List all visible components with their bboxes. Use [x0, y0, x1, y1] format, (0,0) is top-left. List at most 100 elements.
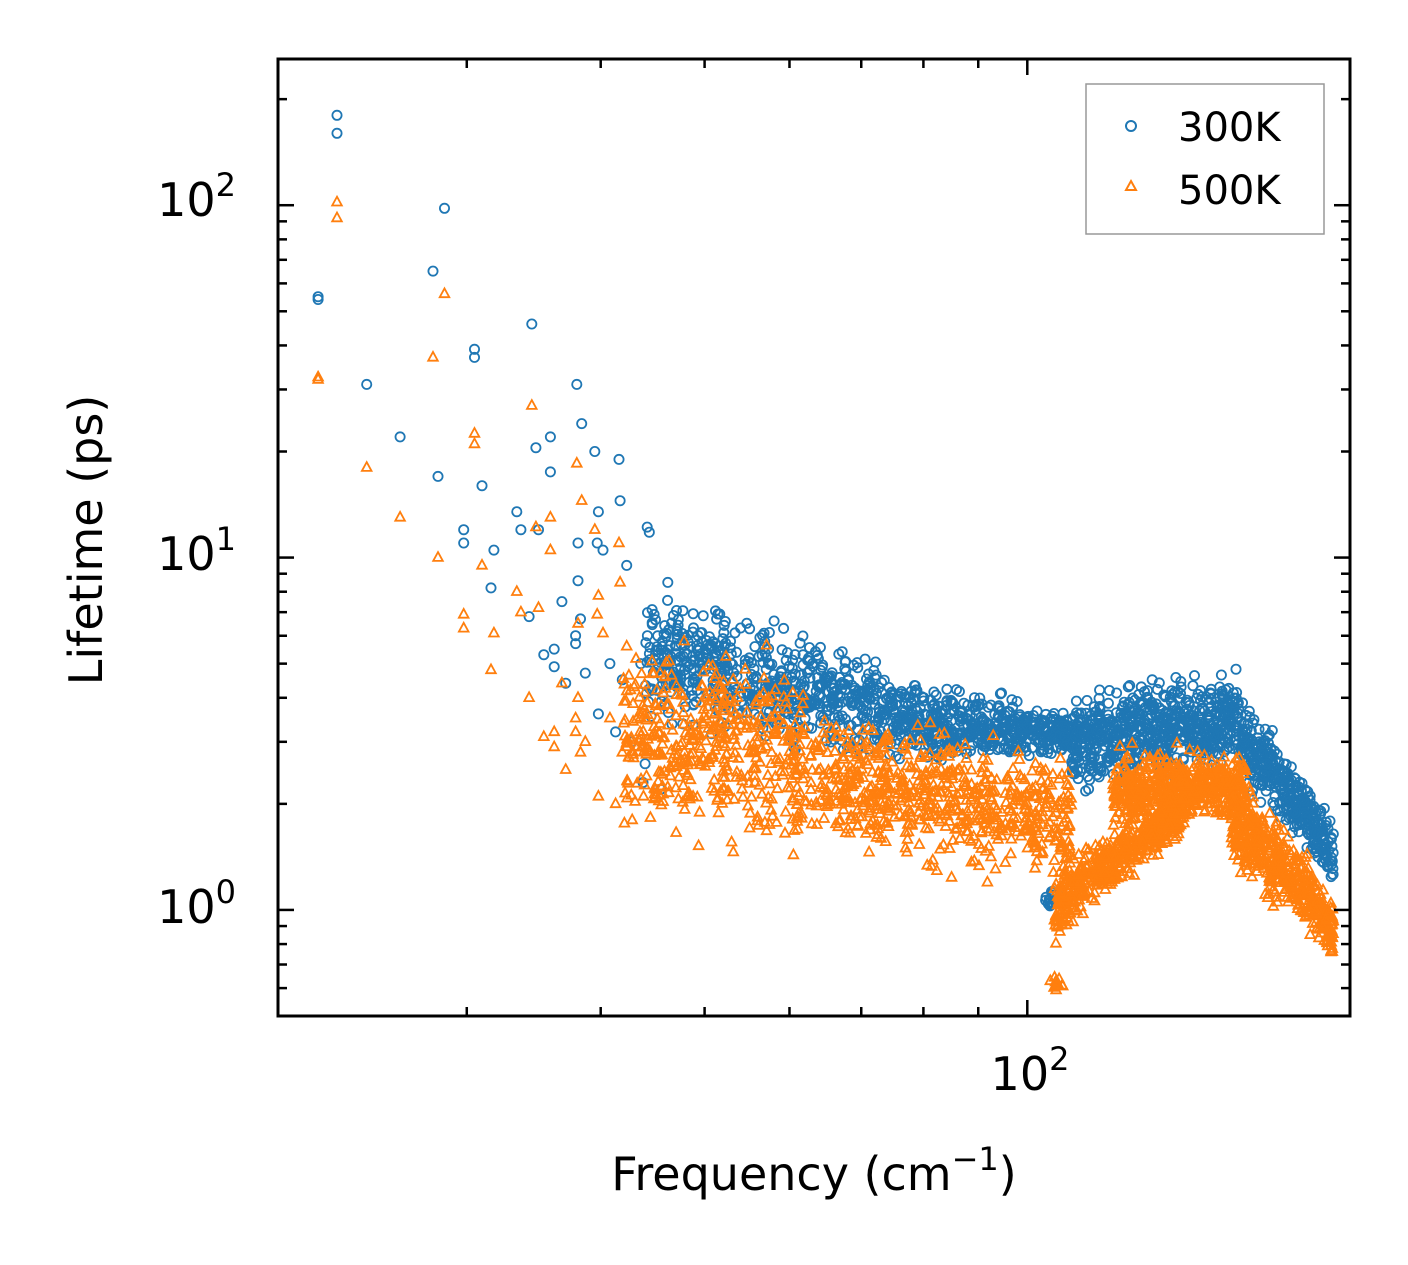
300k-point — [1144, 703, 1156, 715]
300k-point — [1160, 720, 1172, 732]
300k-point — [1192, 711, 1204, 723]
300k-point — [662, 576, 674, 588]
300k-point — [1071, 741, 1083, 753]
300k-point — [829, 712, 841, 724]
300k-point — [1066, 756, 1078, 768]
300k-point — [1135, 697, 1147, 709]
300k-point — [1175, 688, 1187, 700]
300k-point — [572, 575, 584, 587]
300k-point — [809, 695, 821, 707]
300k-point — [1135, 681, 1147, 693]
300k-point — [526, 318, 538, 330]
300k-point — [1093, 692, 1105, 704]
300k-point — [1231, 687, 1243, 699]
300k-point — [816, 661, 828, 673]
300k-point — [1205, 739, 1217, 751]
300k-point — [976, 724, 988, 736]
300k-point — [1216, 688, 1228, 700]
300k-point — [1078, 727, 1090, 739]
300k-point — [677, 605, 689, 617]
300k-point — [1124, 680, 1136, 692]
300k-point — [947, 698, 959, 710]
300k-point — [1102, 697, 1114, 709]
300k-point — [878, 709, 890, 721]
300k-point — [1089, 738, 1101, 750]
300k-point — [1146, 674, 1158, 686]
300k-point — [1093, 771, 1105, 783]
300k-point — [720, 637, 732, 649]
300k-point — [1028, 720, 1040, 732]
300k-point — [1069, 753, 1081, 765]
300k-point — [741, 617, 753, 629]
300k-point — [856, 710, 868, 722]
300k-point — [745, 657, 757, 669]
300k-point — [857, 686, 869, 698]
300k-point — [1101, 756, 1113, 768]
300k-point — [1111, 687, 1123, 699]
300k-point — [650, 614, 662, 626]
300k-point — [468, 351, 480, 363]
300k-point — [759, 635, 771, 647]
300k-point — [758, 627, 770, 639]
300k-point — [1081, 695, 1093, 707]
300k-point — [918, 695, 930, 707]
300k-point — [1181, 694, 1193, 706]
300k-point — [597, 544, 609, 556]
300k-point — [643, 526, 655, 538]
300k-point — [710, 638, 722, 650]
300k-point — [972, 737, 984, 749]
300k-point — [965, 745, 977, 757]
300k-point — [427, 265, 439, 277]
300k-point — [941, 696, 953, 708]
300k-point — [1187, 680, 1199, 692]
300k-point — [613, 453, 625, 465]
300k-point — [592, 708, 604, 720]
300k-point — [641, 521, 653, 533]
300k-point — [1007, 718, 1019, 730]
300k-point — [711, 613, 723, 625]
300k-point — [1122, 681, 1134, 693]
300k-point — [1067, 768, 1079, 780]
300k-point — [789, 649, 801, 661]
300k-point — [682, 661, 694, 673]
300k-point — [821, 675, 833, 687]
300k-point — [1195, 685, 1207, 697]
300k-point — [591, 537, 603, 549]
300k-point — [312, 291, 324, 303]
300k-point — [1164, 691, 1176, 703]
300k-point — [1221, 743, 1233, 755]
300k-point — [610, 726, 622, 738]
300k-point — [686, 690, 698, 702]
300k-point — [544, 466, 556, 478]
300k-point — [1266, 725, 1278, 737]
300k-point — [1166, 742, 1178, 754]
300k-point — [802, 667, 814, 679]
300k-point — [1175, 681, 1187, 693]
300k-point — [1100, 733, 1112, 745]
300k-point — [1137, 735, 1149, 747]
300k-point — [872, 716, 884, 728]
300k-point — [948, 733, 960, 745]
300k-point — [1083, 783, 1095, 795]
300k-point — [1050, 714, 1062, 726]
300k-point — [1259, 723, 1271, 735]
300k-point — [1154, 735, 1166, 747]
300k-point — [876, 677, 888, 689]
300k-point — [712, 608, 724, 620]
300k-point — [813, 681, 825, 693]
300k-point — [728, 667, 740, 679]
300k-point — [548, 661, 560, 673]
300k-point — [488, 544, 500, 556]
300k-point — [868, 693, 880, 705]
300k-point — [1280, 814, 1292, 826]
300k-point — [795, 669, 807, 681]
300k-point — [579, 667, 591, 679]
300k-point — [1031, 733, 1043, 745]
300k-point — [749, 641, 761, 653]
300k-point — [842, 695, 854, 707]
300k-point — [1218, 690, 1230, 702]
300k-point — [671, 629, 683, 641]
300k-point — [1074, 727, 1086, 739]
300k-point — [592, 506, 604, 518]
300k-point — [639, 758, 651, 770]
